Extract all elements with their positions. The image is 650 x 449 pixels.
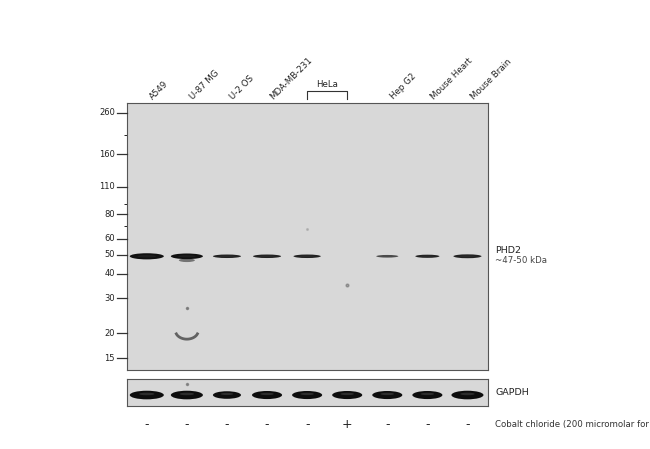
- Text: 160: 160: [99, 150, 115, 159]
- Ellipse shape: [454, 254, 482, 258]
- Text: -: -: [385, 418, 389, 431]
- Ellipse shape: [380, 393, 394, 395]
- Text: 15: 15: [105, 354, 115, 363]
- Text: -: -: [185, 418, 189, 431]
- Text: Cobalt chloride (200 micromolar for 48h): Cobalt chloride (200 micromolar for 48h): [495, 420, 650, 429]
- Ellipse shape: [382, 256, 393, 257]
- Ellipse shape: [294, 255, 320, 258]
- Text: Mouse Heart: Mouse Heart: [429, 56, 474, 101]
- Text: Mouse Brain: Mouse Brain: [469, 57, 513, 101]
- Ellipse shape: [300, 255, 315, 257]
- Text: -: -: [265, 418, 269, 431]
- Text: MDA-MB-231: MDA-MB-231: [268, 56, 314, 101]
- Ellipse shape: [421, 393, 434, 395]
- Text: PHD2: PHD2: [495, 247, 521, 255]
- Ellipse shape: [421, 255, 434, 257]
- Ellipse shape: [372, 391, 402, 399]
- Text: HeLa: HeLa: [317, 80, 338, 89]
- Text: A549: A549: [148, 79, 170, 101]
- Text: U-87 MG: U-87 MG: [188, 69, 221, 101]
- Text: -: -: [465, 418, 470, 431]
- Ellipse shape: [412, 391, 443, 399]
- Text: -: -: [305, 418, 309, 431]
- Ellipse shape: [415, 255, 439, 258]
- Ellipse shape: [171, 254, 203, 259]
- Ellipse shape: [178, 255, 196, 257]
- Ellipse shape: [179, 393, 194, 395]
- Ellipse shape: [259, 255, 275, 257]
- Ellipse shape: [253, 255, 281, 258]
- Ellipse shape: [130, 253, 164, 260]
- Ellipse shape: [179, 259, 195, 262]
- Ellipse shape: [130, 391, 164, 399]
- Ellipse shape: [260, 393, 274, 395]
- Ellipse shape: [137, 255, 156, 257]
- Text: 30: 30: [105, 294, 115, 303]
- Text: 40: 40: [105, 269, 115, 278]
- Ellipse shape: [213, 255, 241, 258]
- Ellipse shape: [300, 393, 314, 395]
- Ellipse shape: [139, 393, 155, 395]
- Text: +: +: [342, 418, 352, 431]
- Text: 20: 20: [105, 329, 115, 338]
- Text: -: -: [225, 418, 229, 431]
- Text: 80: 80: [105, 210, 115, 219]
- Text: GAPDH: GAPDH: [495, 388, 529, 397]
- Ellipse shape: [252, 391, 282, 399]
- Ellipse shape: [171, 391, 203, 399]
- Text: 60: 60: [105, 234, 115, 243]
- Text: 260: 260: [99, 108, 115, 117]
- Ellipse shape: [460, 255, 475, 257]
- Text: -: -: [425, 418, 430, 431]
- Ellipse shape: [220, 393, 233, 395]
- Ellipse shape: [451, 391, 484, 399]
- Ellipse shape: [341, 393, 354, 395]
- Text: -: -: [144, 418, 149, 431]
- Ellipse shape: [376, 255, 398, 258]
- Text: 110: 110: [99, 182, 115, 191]
- Ellipse shape: [219, 255, 235, 257]
- Text: U-2 OS: U-2 OS: [228, 74, 256, 101]
- Text: ~47-50 kDa: ~47-50 kDa: [495, 256, 547, 265]
- Ellipse shape: [332, 391, 362, 399]
- Text: 50: 50: [105, 250, 115, 259]
- Text: Hep G2: Hep G2: [389, 72, 418, 101]
- Ellipse shape: [460, 393, 474, 395]
- Ellipse shape: [213, 391, 241, 399]
- Ellipse shape: [292, 391, 322, 399]
